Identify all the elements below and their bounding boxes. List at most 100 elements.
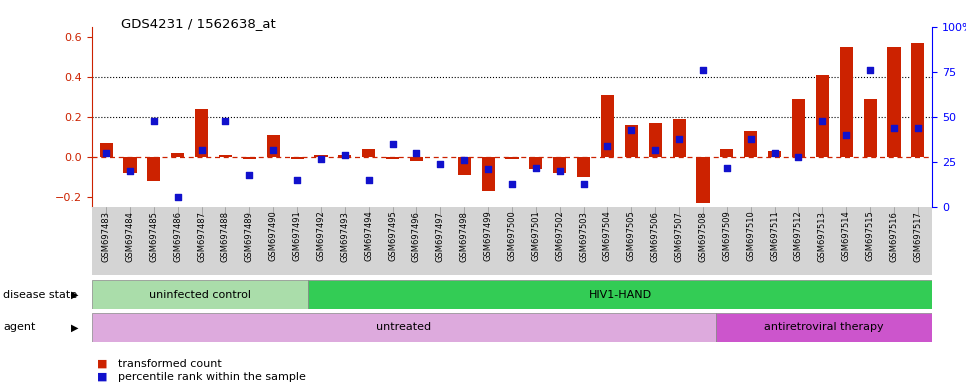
Bar <box>792 99 805 157</box>
Point <box>146 118 161 124</box>
Bar <box>314 155 327 157</box>
Bar <box>338 155 352 157</box>
Text: GSM697514: GSM697514 <box>841 211 851 262</box>
Text: GSM697504: GSM697504 <box>603 211 612 262</box>
Point <box>863 67 878 73</box>
Text: GSM697516: GSM697516 <box>890 211 898 262</box>
Text: GSM697486: GSM697486 <box>173 211 183 262</box>
Text: GSM697496: GSM697496 <box>412 211 421 262</box>
Bar <box>458 157 470 175</box>
Text: GSM697490: GSM697490 <box>269 211 277 262</box>
Text: GSM697515: GSM697515 <box>866 211 874 262</box>
Text: agent: agent <box>3 322 36 333</box>
Text: GSM697489: GSM697489 <box>244 211 254 262</box>
Point <box>600 143 615 149</box>
Bar <box>864 99 877 157</box>
Bar <box>147 157 160 181</box>
Point <box>290 177 305 184</box>
Text: GSM697510: GSM697510 <box>747 211 755 262</box>
Point <box>337 152 353 158</box>
Point <box>480 166 496 172</box>
Point <box>886 125 901 131</box>
Text: GSM697509: GSM697509 <box>723 211 731 262</box>
Text: percentile rank within the sample: percentile rank within the sample <box>118 372 305 382</box>
Point <box>361 177 377 184</box>
Point <box>719 165 734 171</box>
Text: GSM697491: GSM697491 <box>293 211 301 262</box>
Text: GSM697488: GSM697488 <box>221 211 230 262</box>
Point <box>696 67 711 73</box>
Bar <box>171 153 185 157</box>
Bar <box>696 157 710 204</box>
Text: GSM697499: GSM697499 <box>484 211 493 262</box>
Point <box>767 150 782 156</box>
Bar <box>768 151 781 157</box>
Bar <box>672 119 686 157</box>
Bar <box>577 157 590 177</box>
Bar <box>195 109 208 157</box>
Text: ■: ■ <box>97 359 107 369</box>
Text: GSM697502: GSM697502 <box>555 211 564 262</box>
Bar <box>291 157 303 159</box>
Text: GSM697498: GSM697498 <box>460 211 469 262</box>
Point <box>910 125 925 131</box>
Text: GSM697503: GSM697503 <box>579 211 588 262</box>
Text: GSM697513: GSM697513 <box>818 211 827 262</box>
Bar <box>505 157 519 159</box>
Text: GSM697517: GSM697517 <box>914 211 923 262</box>
Text: GSM697501: GSM697501 <box>531 211 540 262</box>
Text: ■: ■ <box>97 372 107 382</box>
Bar <box>529 157 543 169</box>
Bar <box>481 157 495 191</box>
Bar <box>648 123 662 157</box>
Point <box>576 181 591 187</box>
Bar <box>308 280 932 309</box>
Point <box>457 157 472 164</box>
Point <box>266 147 281 153</box>
Text: uninfected control: uninfected control <box>149 290 251 300</box>
Bar <box>92 280 308 309</box>
Bar <box>625 125 638 157</box>
Text: antiretroviral therapy: antiretroviral therapy <box>764 322 884 333</box>
Point <box>791 154 807 160</box>
Point <box>504 181 520 187</box>
Bar <box>816 75 829 157</box>
Bar <box>554 157 566 173</box>
Point <box>217 118 233 124</box>
Bar <box>839 47 853 157</box>
Bar <box>362 149 376 157</box>
Bar <box>386 157 399 159</box>
Bar <box>911 43 924 157</box>
Point <box>99 150 114 156</box>
Point <box>433 161 448 167</box>
Point <box>528 165 544 171</box>
Bar <box>888 47 900 157</box>
Text: GSM697506: GSM697506 <box>651 211 660 262</box>
Text: GSM697494: GSM697494 <box>364 211 373 262</box>
Text: GSM697497: GSM697497 <box>436 211 445 262</box>
Text: GSM697484: GSM697484 <box>126 211 134 262</box>
Bar <box>219 155 232 157</box>
Bar <box>99 143 113 157</box>
Text: GSM697495: GSM697495 <box>388 211 397 262</box>
Point <box>552 168 567 174</box>
Point <box>814 118 830 124</box>
Point <box>624 127 639 133</box>
Text: disease state: disease state <box>3 290 77 300</box>
Text: GSM697500: GSM697500 <box>507 211 517 262</box>
Point <box>170 194 185 200</box>
Text: untreated: untreated <box>377 322 432 333</box>
Point <box>671 136 687 142</box>
Text: ▶: ▶ <box>71 290 78 300</box>
Bar <box>721 149 733 157</box>
Point <box>123 168 138 174</box>
Bar <box>716 313 932 342</box>
Bar <box>242 157 256 159</box>
Text: GSM697487: GSM697487 <box>197 211 206 262</box>
Text: GSM697485: GSM697485 <box>150 211 158 262</box>
Bar <box>601 95 614 157</box>
Text: GSM697493: GSM697493 <box>340 211 350 262</box>
Text: GSM697511: GSM697511 <box>770 211 780 262</box>
Bar <box>744 131 757 157</box>
Text: GSM697512: GSM697512 <box>794 211 803 262</box>
